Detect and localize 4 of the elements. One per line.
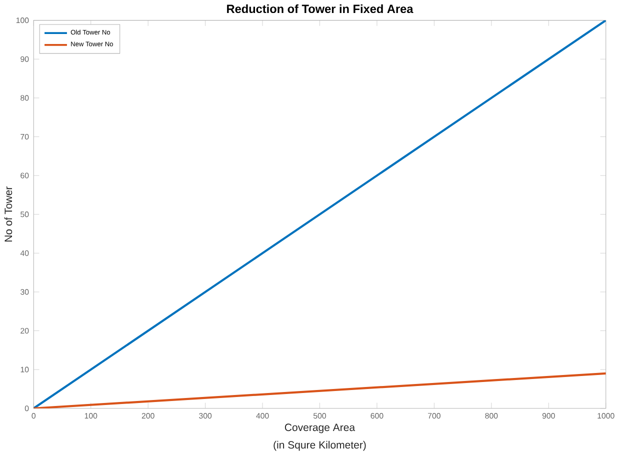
chart-title: Reduction of Tower in Fixed Area bbox=[227, 4, 414, 14]
text: (in Squre Kilometer) bbox=[274, 441, 366, 451]
x-axis-title: Coverage Area bbox=[284, 424, 356, 434]
y-axis-title: No of Tower bbox=[4, 186, 12, 242]
